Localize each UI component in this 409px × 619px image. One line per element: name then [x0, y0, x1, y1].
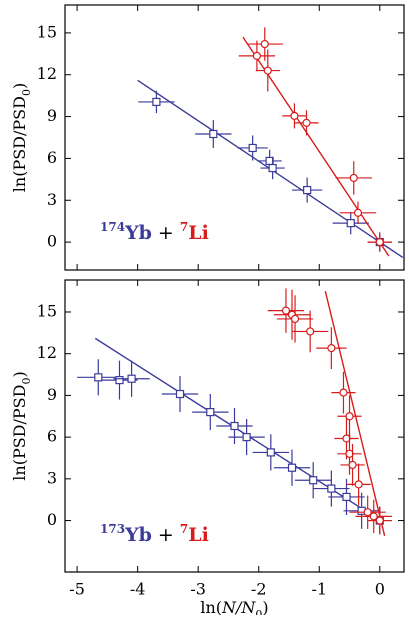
data-point	[375, 516, 384, 525]
data-point	[369, 512, 378, 521]
data-point	[327, 344, 336, 353]
x-tick-label: -4	[130, 580, 146, 599]
plot-frame	[64, 4, 405, 271]
data-point	[342, 492, 351, 502]
data-point	[268, 163, 277, 173]
element: Yb	[124, 524, 152, 546]
annotation-joiner: +	[158, 222, 174, 244]
element: Yb	[124, 222, 152, 244]
data-point	[349, 173, 358, 183]
y-tick-label: 3	[47, 468, 57, 487]
y-label-sub: 0	[20, 378, 33, 385]
element: Li	[188, 222, 209, 244]
y-tick-label: 6	[47, 427, 57, 446]
annotation-joiner: +	[158, 524, 174, 546]
data-point	[302, 118, 311, 127]
y-label-text: )	[10, 83, 29, 89]
data-point	[94, 373, 103, 382]
data-point	[327, 484, 336, 493]
plot-frame	[64, 279, 405, 573]
y-tick-label: 9	[47, 385, 57, 404]
data-point	[306, 327, 315, 336]
x-tick-label: -2	[251, 580, 267, 599]
data-point	[209, 129, 218, 139]
y-tick-label: 15	[37, 301, 57, 320]
y-label-text: ln(PSD/PSD	[10, 385, 29, 481]
y-tick-label: 0	[47, 510, 57, 529]
data-point	[263, 66, 272, 75]
y-tick-label: 6	[47, 148, 57, 167]
y-tick-label: 3	[47, 190, 57, 209]
annotation: 173Yb +7Li	[100, 522, 209, 547]
data-point	[303, 185, 312, 195]
data-point	[354, 480, 363, 489]
data-point	[339, 388, 348, 397]
data-point	[375, 238, 384, 247]
data-point	[230, 421, 239, 431]
element: Li	[188, 524, 209, 546]
isotope: 7	[180, 522, 188, 536]
x-tick-label: 0	[375, 580, 385, 599]
fit-line	[94, 337, 384, 523]
data-point	[248, 143, 257, 153]
annotation: 174Yb +7Li	[100, 220, 209, 245]
y-tick-label: 12	[37, 64, 57, 83]
isotope: 7	[180, 220, 188, 234]
y-tick-label: 12	[37, 343, 57, 362]
x-label-text: )	[262, 598, 268, 616]
fit-line	[324, 290, 386, 537]
data-point	[206, 407, 215, 417]
isotope: 173	[100, 522, 125, 536]
data-point	[281, 306, 291, 315]
x-axis-label: ln(N/N0)	[200, 598, 268, 616]
data-point	[266, 448, 275, 457]
y-label-text: )	[10, 371, 29, 377]
data-point	[175, 389, 185, 399]
data-point	[290, 111, 299, 120]
data-point	[115, 376, 124, 385]
data-point	[346, 219, 355, 228]
y-tick-label: 15	[37, 22, 57, 41]
y-axis-label: ln(PSD/PSD0)	[10, 371, 33, 480]
x-label-text: N/N	[221, 598, 256, 616]
y-label-text: ln(PSD/PSD	[10, 96, 29, 192]
data-point	[127, 374, 136, 383]
data-point	[345, 412, 354, 421]
data-point	[287, 463, 297, 472]
data-point	[309, 476, 318, 485]
data-point	[348, 460, 357, 470]
x-tick-label: -1	[311, 580, 327, 599]
data-point	[353, 208, 363, 217]
y-tick-label: 9	[47, 106, 57, 125]
isotope: 174	[100, 220, 125, 234]
data-point	[290, 314, 300, 324]
x-label-text: ln(	[200, 598, 222, 616]
y-label-sub: 0	[20, 89, 33, 96]
y-tick-label: 0	[47, 232, 57, 251]
y-axis-label: ln(PSD/PSD0)	[10, 83, 33, 192]
data-point	[252, 51, 261, 61]
x-label-sub: 0	[255, 608, 262, 616]
x-tick-label: -3	[190, 580, 206, 599]
data-point	[242, 433, 251, 442]
data-point	[152, 97, 161, 107]
data-point	[260, 39, 269, 49]
data-point	[363, 508, 372, 517]
x-tick-label: -5	[69, 580, 85, 599]
